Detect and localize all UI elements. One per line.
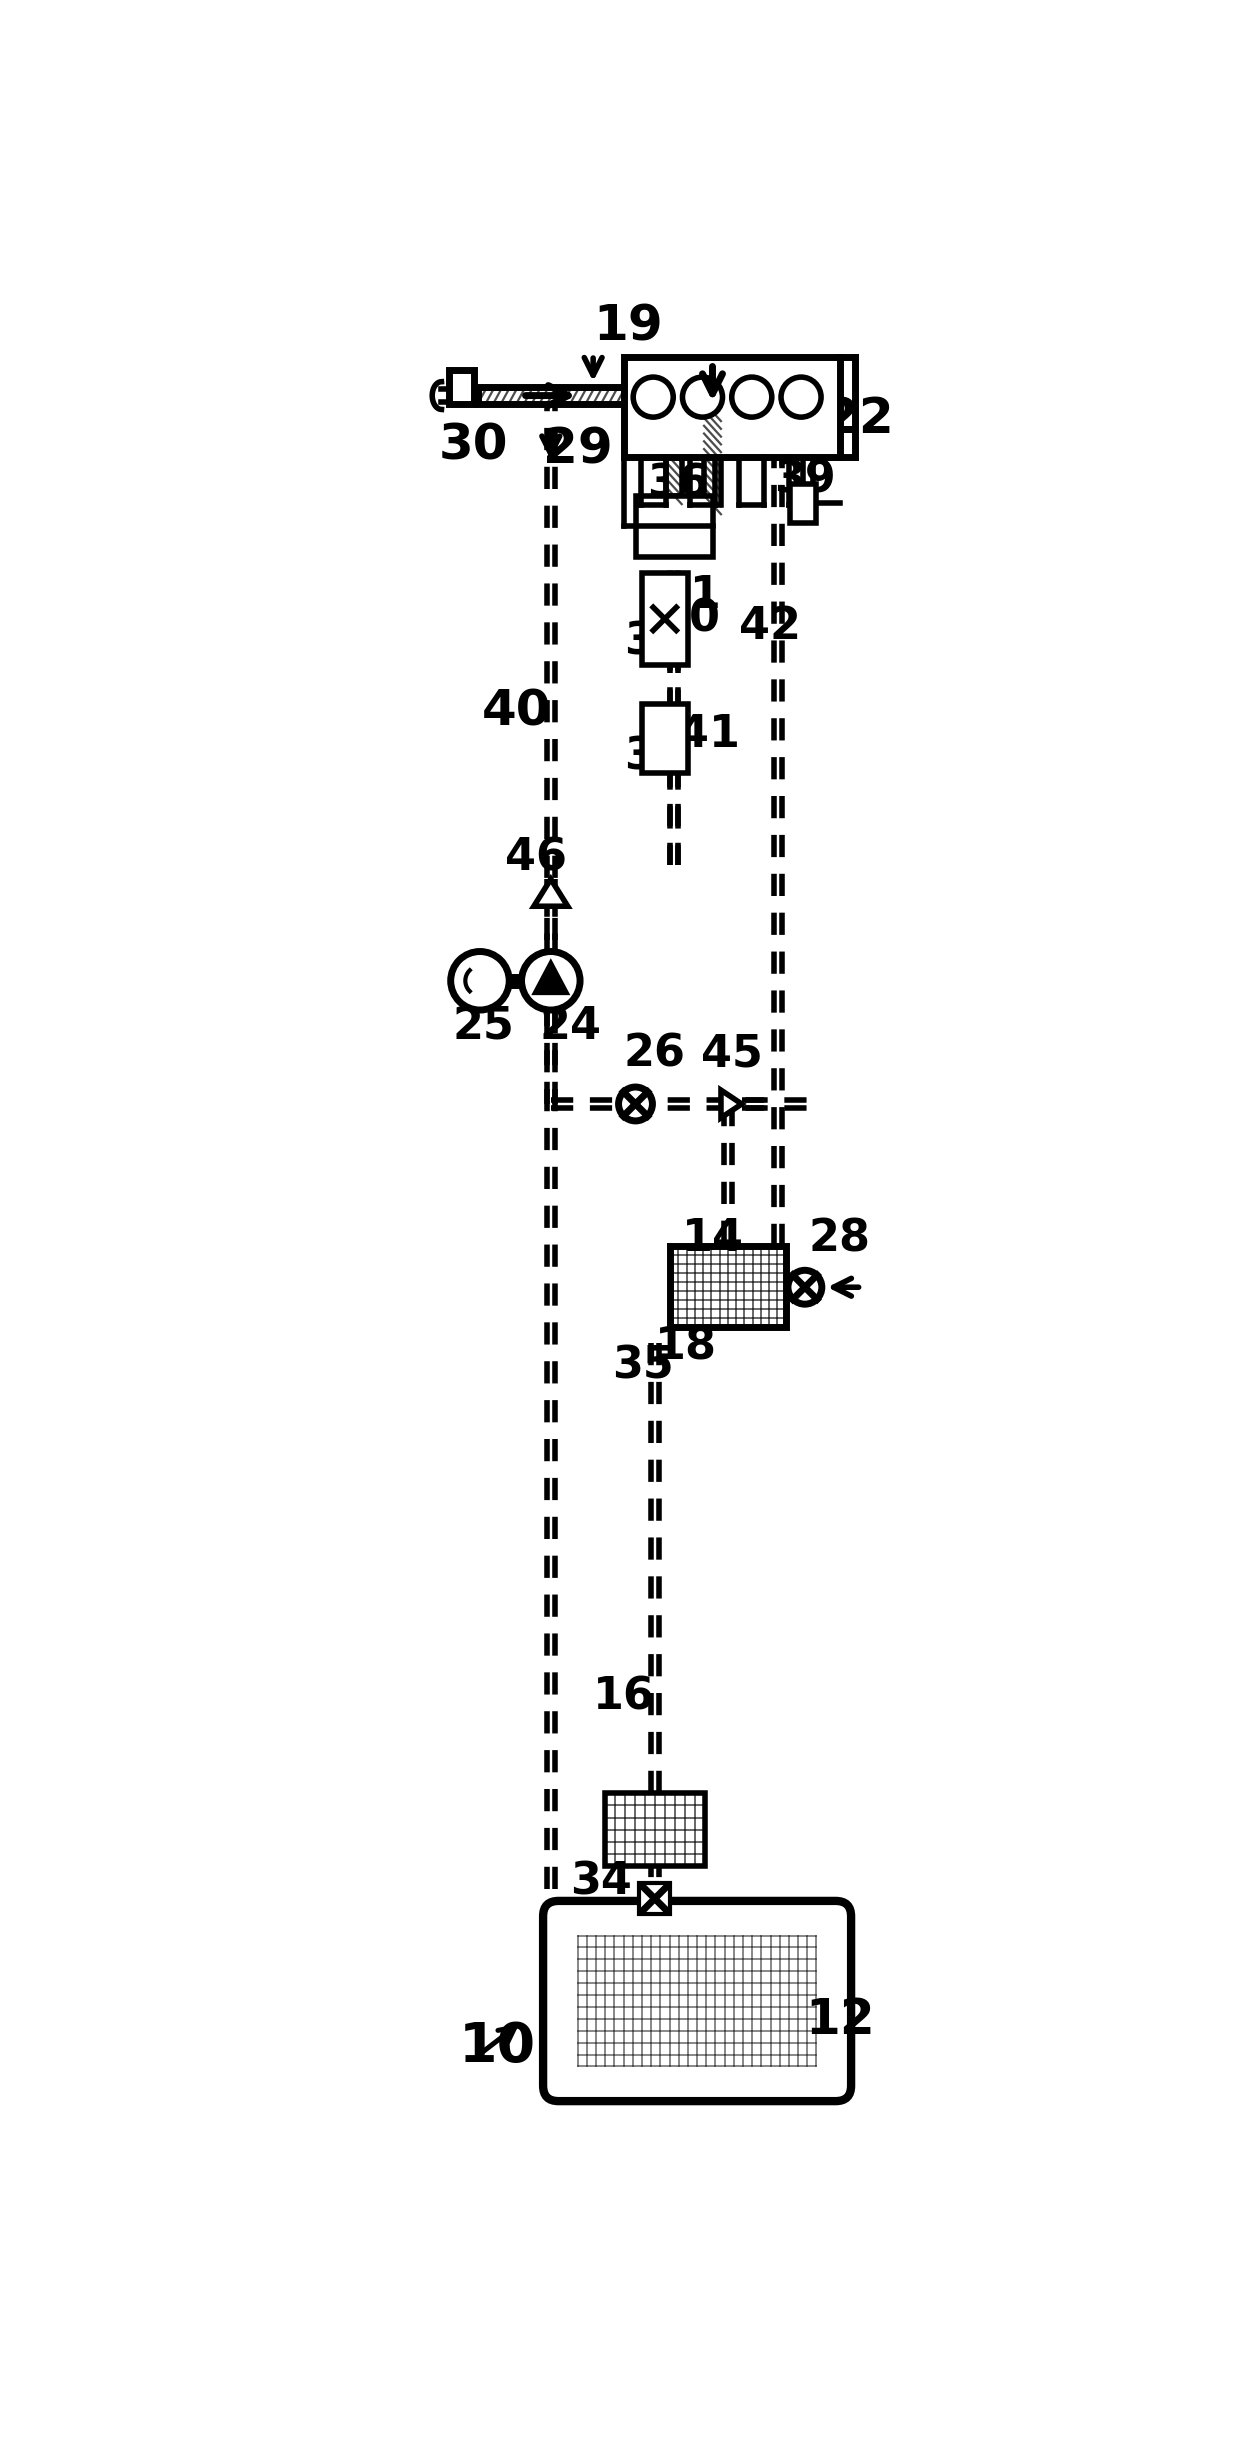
Text: 10: 10 — [459, 2020, 536, 2074]
Bar — [790, 484, 816, 523]
Text: 35: 35 — [613, 1344, 675, 1388]
Text: 20: 20 — [658, 599, 720, 640]
Circle shape — [732, 376, 771, 418]
Text: 31: 31 — [658, 574, 720, 618]
Circle shape — [682, 376, 723, 418]
Text: 34: 34 — [570, 1859, 632, 1903]
Bar — [477, 386, 624, 403]
Text: 46: 46 — [505, 836, 567, 879]
Bar — [640, 1884, 670, 1913]
Polygon shape — [534, 879, 568, 906]
Bar — [449, 371, 474, 403]
Text: 36: 36 — [647, 462, 709, 506]
Text: 41: 41 — [678, 713, 740, 755]
FancyBboxPatch shape — [543, 1901, 851, 2101]
Text: 30: 30 — [439, 423, 508, 469]
Text: 14: 14 — [682, 1217, 744, 1261]
Bar — [635, 496, 713, 557]
Polygon shape — [720, 1090, 742, 1119]
Text: 32: 32 — [624, 621, 686, 664]
Text: 26: 26 — [624, 1033, 686, 1075]
Text: 25: 25 — [453, 1007, 515, 1048]
Text: 29: 29 — [543, 425, 613, 474]
Text: 28: 28 — [808, 1217, 870, 1261]
Bar — [624, 357, 839, 457]
Text: 24: 24 — [539, 1007, 601, 1048]
Text: 42: 42 — [739, 606, 801, 647]
Text: 19: 19 — [593, 303, 663, 349]
Bar — [704, 403, 720, 506]
Circle shape — [634, 376, 673, 418]
Bar — [605, 1793, 704, 1866]
Text: 12: 12 — [805, 1996, 874, 2045]
Text: 38: 38 — [624, 735, 686, 779]
Circle shape — [522, 950, 580, 1009]
Bar — [641, 704, 688, 772]
Circle shape — [619, 1087, 652, 1121]
Bar — [670, 1246, 786, 1327]
Text: 18: 18 — [655, 1324, 717, 1368]
Text: 40: 40 — [481, 686, 551, 735]
Circle shape — [787, 1270, 822, 1305]
Text: 39: 39 — [774, 459, 836, 501]
Text: 22: 22 — [825, 396, 894, 442]
Polygon shape — [534, 963, 567, 992]
Text: 45: 45 — [701, 1033, 763, 1075]
Text: 16: 16 — [593, 1676, 655, 1717]
Circle shape — [450, 950, 510, 1009]
Bar — [641, 572, 688, 664]
Bar — [666, 403, 682, 496]
Circle shape — [781, 376, 821, 418]
